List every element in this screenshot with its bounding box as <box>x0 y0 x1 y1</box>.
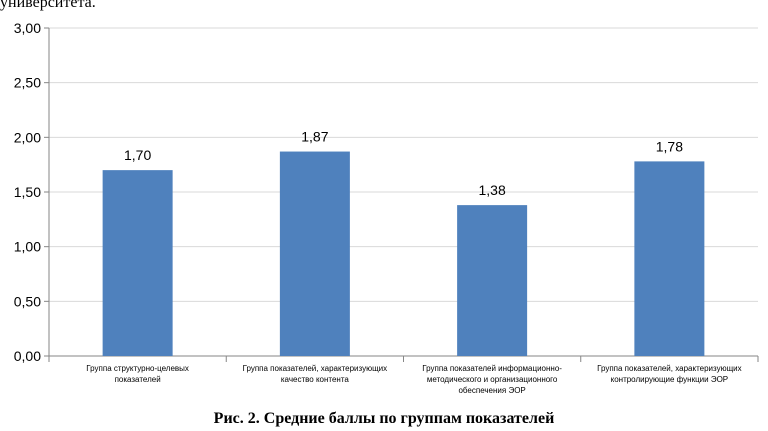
y-tick-label: 1,00 <box>14 239 41 255</box>
y-tick-label: 3,00 <box>14 20 41 36</box>
x-tick-label: Группа показателей информационно- <box>422 364 562 373</box>
header-text: университета. <box>0 0 96 11</box>
x-tick-label: методического и организационного <box>427 375 558 384</box>
data-label: 1,87 <box>301 129 328 145</box>
x-tick-label: Группа показателей, характеризующих <box>243 364 388 373</box>
y-tick-label: 0,00 <box>14 348 41 364</box>
bar <box>279 151 350 356</box>
bar <box>102 170 173 356</box>
x-tick-label: качество контента <box>281 375 350 384</box>
x-tick-label: Группа структурно-целевых <box>86 364 189 373</box>
figure-caption: Рис. 2. Средние баллы по группам показат… <box>213 410 555 427</box>
y-tick-label: 1,50 <box>14 184 41 200</box>
y-tick-label: 2,50 <box>14 75 41 91</box>
y-tick-label: 2,00 <box>14 129 41 145</box>
x-tick-label: обеспечения ЭОР <box>458 386 525 395</box>
data-label: 1,78 <box>656 138 683 154</box>
bar <box>634 161 705 356</box>
x-tick-label: Группа показателей, характеризующих <box>597 364 742 373</box>
x-tick-label: контролирующие функции ЭОР <box>611 375 729 384</box>
data-label: 1,70 <box>124 147 151 163</box>
data-label: 1,38 <box>479 182 506 198</box>
x-tick-label: показателей <box>115 375 161 384</box>
y-tick-label: 0,50 <box>14 293 41 309</box>
bar <box>457 205 528 356</box>
